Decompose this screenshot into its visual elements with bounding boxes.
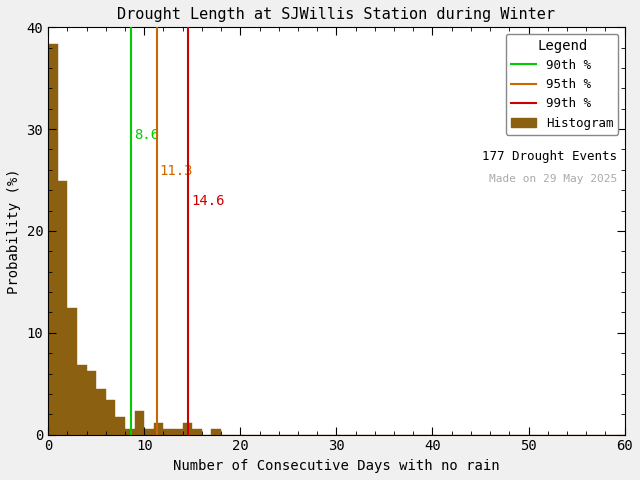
Title: Drought Length at SJWillis Station during Winter: Drought Length at SJWillis Station durin… bbox=[117, 7, 556, 22]
Bar bbox=[192, 429, 202, 434]
Bar bbox=[115, 417, 125, 434]
Bar bbox=[125, 429, 134, 434]
Bar bbox=[182, 423, 192, 434]
Bar bbox=[144, 429, 154, 434]
Bar bbox=[134, 411, 144, 434]
Text: 8.6: 8.6 bbox=[134, 128, 159, 142]
Bar bbox=[67, 308, 77, 434]
Y-axis label: Probability (%): Probability (%) bbox=[7, 168, 21, 294]
Text: 14.6: 14.6 bbox=[191, 194, 225, 208]
Bar bbox=[154, 423, 163, 434]
Bar bbox=[211, 429, 221, 434]
Legend: 90th %, 95th %, 99th %, Histogram: 90th %, 95th %, 99th %, Histogram bbox=[506, 34, 618, 134]
Bar bbox=[58, 181, 67, 434]
Bar bbox=[173, 429, 182, 434]
Bar bbox=[77, 365, 86, 434]
X-axis label: Number of Consecutive Days with no rain: Number of Consecutive Days with no rain bbox=[173, 459, 500, 473]
Bar bbox=[163, 429, 173, 434]
Text: 177 Drought Events: 177 Drought Events bbox=[483, 150, 618, 163]
Text: 11.3: 11.3 bbox=[159, 164, 193, 178]
Bar bbox=[48, 44, 58, 434]
Bar bbox=[106, 400, 115, 434]
Text: Made on 29 May 2025: Made on 29 May 2025 bbox=[489, 174, 618, 184]
Bar bbox=[96, 389, 106, 434]
Bar bbox=[86, 372, 96, 434]
